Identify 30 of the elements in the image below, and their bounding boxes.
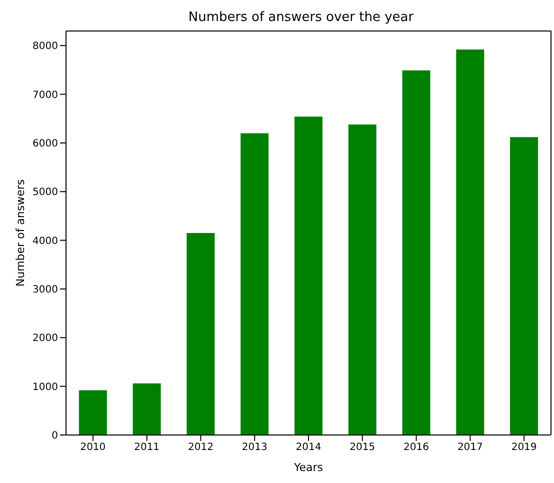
x-tick-label: 2017 bbox=[457, 442, 483, 454]
bar bbox=[186, 233, 215, 435]
bar bbox=[456, 49, 484, 435]
y-tick-label: 6000 bbox=[32, 138, 58, 150]
y-axis-title: Number of answers bbox=[14, 179, 27, 287]
x-axis-title: Years bbox=[292, 461, 324, 474]
y-tick-label: 4000 bbox=[32, 236, 58, 247]
y-tick-label: 1000 bbox=[32, 382, 58, 393]
x-tick-label: 2013 bbox=[242, 442, 268, 454]
x-tick-label: 2014 bbox=[296, 442, 322, 454]
bar bbox=[402, 70, 430, 435]
x-tick-label: 2015 bbox=[350, 442, 376, 454]
x-tick-label: 2011 bbox=[134, 442, 160, 454]
bar bbox=[132, 383, 161, 435]
y-tick-label: 8000 bbox=[32, 41, 58, 52]
y-tick-label: 3000 bbox=[32, 284, 58, 296]
y-tick-label: 2000 bbox=[32, 333, 58, 344]
chart-title: Numbers of answers over the year bbox=[187, 9, 415, 27]
x-tick-label: 2010 bbox=[80, 442, 106, 454]
x-tick-label: 2019 bbox=[511, 442, 537, 454]
bar bbox=[348, 124, 376, 435]
y-tick-label: 7000 bbox=[32, 90, 58, 101]
bar bbox=[510, 137, 538, 435]
y-tick-label: 5000 bbox=[32, 187, 58, 198]
y-tick-label: 0 bbox=[52, 430, 58, 442]
bar bbox=[240, 133, 269, 435]
x-tick-label: 2016 bbox=[404, 442, 430, 454]
bar bbox=[294, 116, 322, 435]
bar bbox=[78, 390, 107, 435]
x-tick-label: 2012 bbox=[188, 442, 214, 454]
